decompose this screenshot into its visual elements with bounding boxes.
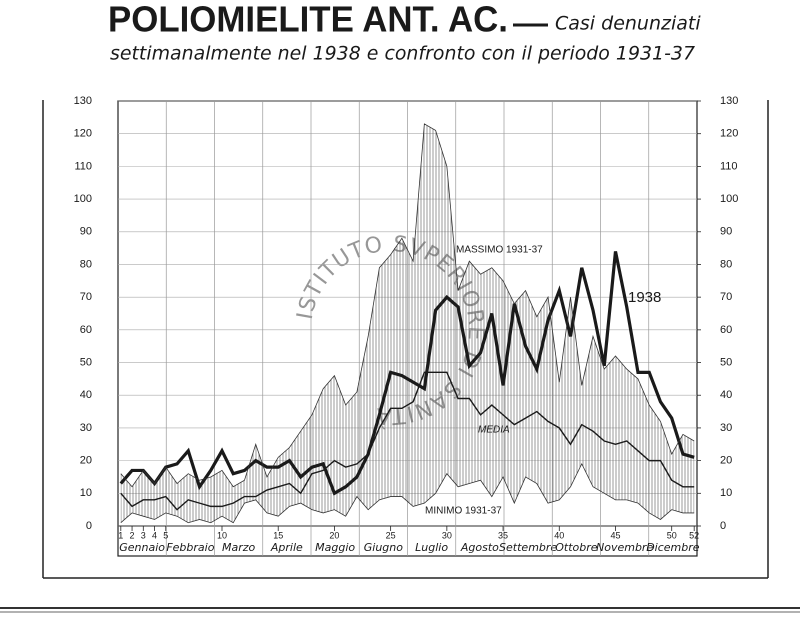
y2-tick-label: 30 <box>720 422 732 434</box>
x-tick-label: 3 <box>141 530 146 540</box>
series-line <box>120 123 695 488</box>
x-tick-label: 2 <box>130 530 135 540</box>
month-label: Aprile <box>270 541 303 554</box>
month-label: Settembre <box>499 541 557 554</box>
chart-subtitle: settimanalmente nel 1938 e confronto con… <box>110 43 695 65</box>
series-label: MASSIMO 1931-37 <box>456 245 543 256</box>
y2-tick-label: 20 <box>720 455 732 467</box>
series-line <box>120 462 695 524</box>
x-tick-label: 40 <box>554 530 564 540</box>
month-label: Marzo <box>222 541 256 554</box>
y-tick-label: 110 <box>74 160 92 172</box>
chart-subtitle: Casi denunziati <box>555 13 701 35</box>
month-label: Ottobre <box>555 541 598 554</box>
y-tick-label: 0 <box>86 520 92 532</box>
y-tick-label: 10 <box>80 487 92 499</box>
y2-tick-label: 90 <box>720 226 732 238</box>
y2-tick-label: 110 <box>720 160 738 172</box>
y2-tick-label: 70 <box>720 291 732 303</box>
x-tick-label: 1 <box>118 530 123 540</box>
x-tick-label: 4 <box>152 530 157 540</box>
chart-title: POLIOMIELITE ANT. AC. <box>108 0 508 40</box>
y2-tick-label: 100 <box>720 193 738 205</box>
month-label: Dicembre <box>646 541 700 554</box>
series-line <box>119 251 695 496</box>
y2-tick-label: 0 <box>720 520 726 532</box>
x-tick-label: 10 <box>217 530 227 540</box>
series-line <box>120 371 695 511</box>
x-tick-label: 15 <box>273 530 283 540</box>
y-tick-label: 120 <box>74 128 92 140</box>
x-tick-label: 35 <box>498 530 508 540</box>
series-label: MEDIA <box>478 425 510 436</box>
series-label: MINIMO 1931-37 <box>425 506 502 517</box>
x-tick-label: 45 <box>610 530 620 540</box>
month-label: Novembre <box>596 541 653 554</box>
month-label: Gennaio <box>119 541 165 554</box>
y-tick-label: 130 <box>74 95 92 107</box>
x-tick-label: 50 <box>667 530 677 540</box>
y2-tick-label: 60 <box>720 324 732 336</box>
month-label: Maggio <box>315 541 355 554</box>
series-label: 1938 <box>628 289 661 306</box>
month-label: Agosto <box>460 541 499 554</box>
x-tick-label: 20 <box>329 530 339 540</box>
month-label: Luglio <box>415 541 448 554</box>
y-tick-label: 100 <box>74 193 92 205</box>
y2-tick-label: 40 <box>720 389 732 401</box>
y-tick-label: 80 <box>80 258 92 270</box>
y-tick-label: 60 <box>80 324 92 336</box>
y2-tick-label: 130 <box>720 95 738 107</box>
y2-tick-label: 120 <box>720 128 738 140</box>
y-tick-label: 40 <box>80 389 92 401</box>
y2-tick-label: 80 <box>720 258 732 270</box>
x-tick-label: 5 <box>163 530 168 540</box>
y-tick-label: 30 <box>80 422 92 434</box>
month-label: Giugno <box>364 541 404 554</box>
y2-tick-label: 10 <box>720 487 732 499</box>
y-tick-label: 20 <box>80 455 92 467</box>
y2-tick-label: 50 <box>720 356 732 368</box>
y-tick-label: 70 <box>80 291 92 303</box>
x-tick-label: 52 <box>689 530 699 540</box>
y-tick-label: 90 <box>80 226 92 238</box>
x-tick-label: 25 <box>386 530 396 540</box>
month-label: Febbraio <box>166 541 214 554</box>
x-tick-label: 30 <box>442 530 452 540</box>
y-tick-label: 50 <box>80 356 92 368</box>
